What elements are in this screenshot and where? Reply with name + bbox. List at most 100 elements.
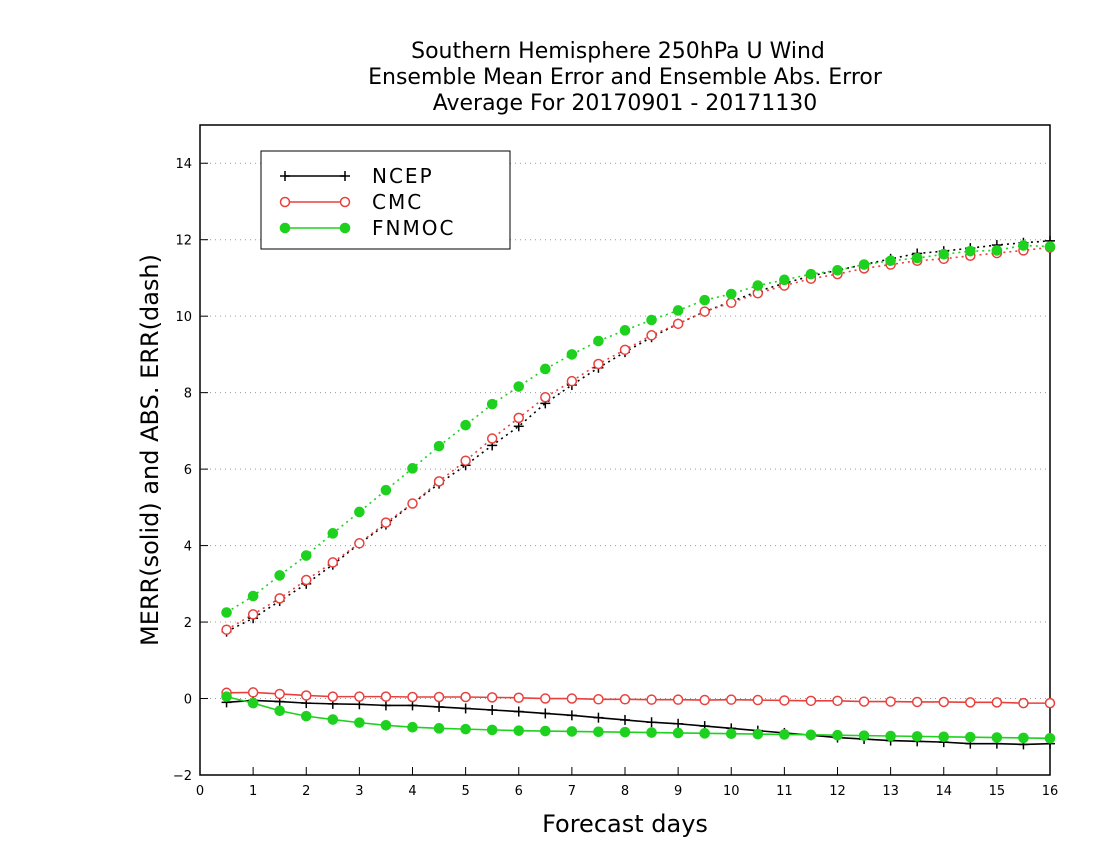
fnmoc-merr-point bbox=[805, 729, 817, 741]
chart-title: Southern Hemisphere 250hPa U Wind Ensemb… bbox=[368, 39, 883, 116]
fnmoc-legend-marker-right bbox=[339, 222, 351, 234]
fnmoc-merr-point bbox=[247, 697, 259, 709]
fnmoc-abs-err-point bbox=[1044, 241, 1056, 252]
fnmoc-merr-point bbox=[566, 726, 578, 737]
legend-box bbox=[260, 150, 511, 250]
ncep-legend-label: NCEP bbox=[372, 164, 434, 188]
cmc-merr-point bbox=[805, 695, 817, 707]
ncep-legend-marker-right bbox=[340, 171, 350, 181]
cmc-merr-point bbox=[593, 694, 604, 705]
cmc-merr-point bbox=[433, 691, 445, 703]
cmc-merr-point bbox=[513, 692, 524, 704]
cmc-merr-point bbox=[1044, 697, 1056, 709]
x-tick-label: 4 bbox=[408, 784, 416, 799]
y-tick-label: −2 bbox=[173, 769, 192, 784]
cmc-merr-point bbox=[858, 696, 870, 707]
x-tick-label: 10 bbox=[723, 784, 740, 799]
cmc-merr-point bbox=[672, 694, 684, 705]
cmc-merr-point bbox=[301, 690, 312, 701]
x-tick-label: 6 bbox=[515, 784, 523, 799]
ncep-merr-point bbox=[460, 703, 471, 714]
fnmoc-abs-err-line bbox=[226, 244, 1051, 614]
fnmoc-merr-point bbox=[407, 721, 418, 733]
cmc-merr-point bbox=[911, 696, 923, 708]
ncep-merr-point bbox=[513, 706, 524, 717]
x-tick-label: 13 bbox=[882, 784, 899, 799]
cmc-merr-line bbox=[226, 691, 1050, 704]
cmc-merr-point bbox=[486, 692, 498, 703]
cmc-abs-err-point bbox=[672, 318, 684, 330]
cmc-merr-point bbox=[540, 693, 551, 704]
x-tick-label: 5 bbox=[461, 784, 469, 799]
fnmoc-abs-err-point bbox=[885, 255, 896, 267]
fnmoc-merr-point bbox=[885, 730, 896, 742]
fnmoc-abs-err-point bbox=[805, 268, 817, 280]
fnmoc-abs-err-point bbox=[991, 245, 1003, 256]
fnmoc-merr-point bbox=[911, 731, 923, 742]
fnmoc-abs-err-point bbox=[247, 590, 259, 602]
ncep-merr-line bbox=[226, 699, 1051, 746]
series-layer bbox=[221, 235, 1056, 750]
x-tick-label: 12 bbox=[829, 784, 846, 799]
fnmoc-abs-err-point bbox=[619, 325, 631, 336]
fnmoc-merr-point bbox=[646, 727, 657, 738]
cmc-merr-point bbox=[407, 691, 418, 703]
fnmoc-merr-point bbox=[858, 730, 870, 741]
fnmoc-merr-point bbox=[832, 729, 843, 741]
fnmoc-merr-point bbox=[221, 691, 232, 702]
x-tick-label: 9 bbox=[674, 784, 682, 799]
cmc-merr-point bbox=[566, 693, 578, 704]
y-tick-label: 0 bbox=[184, 693, 192, 708]
ncep-merr-point bbox=[380, 700, 391, 711]
fnmoc-abs-err-point bbox=[699, 294, 710, 306]
y-tick-label: 8 bbox=[184, 387, 192, 402]
cmc-merr-point bbox=[965, 697, 976, 708]
fnmoc-abs-err-point bbox=[327, 528, 339, 539]
cmc-merr-point bbox=[646, 694, 657, 705]
fnmoc-abs-err-point bbox=[407, 463, 418, 474]
cmc-merr-point bbox=[699, 694, 710, 706]
fnmoc-merr-point bbox=[274, 705, 285, 717]
fnmoc-merr-point bbox=[433, 723, 445, 734]
ncep-merr-point bbox=[566, 710, 577, 721]
cmc-abs-err-point bbox=[619, 344, 631, 356]
cmc-abs-err-point bbox=[593, 358, 604, 370]
cmc-merr-point bbox=[327, 691, 339, 702]
fnmoc-merr-point bbox=[486, 724, 498, 736]
fnmoc-abs-err-point bbox=[486, 398, 498, 410]
cmc-merr-point bbox=[619, 694, 631, 705]
ncep-merr-point bbox=[673, 718, 684, 729]
cmc-merr-point bbox=[938, 696, 949, 708]
fnmoc-abs-err-point bbox=[300, 550, 312, 561]
fnmoc-merr-point bbox=[1018, 732, 1029, 744]
cmc-merr-point bbox=[885, 696, 896, 707]
fnmoc-abs-err-point bbox=[725, 288, 737, 300]
fnmoc-abs-err-point bbox=[858, 259, 870, 270]
fnmoc-abs-err-point bbox=[460, 419, 471, 431]
cmc-abs-err-point bbox=[407, 498, 418, 509]
cmc-merr-point bbox=[779, 695, 790, 706]
title-line-2: Ensemble Mean Error and Ensemble Abs. Er… bbox=[368, 65, 883, 90]
fnmoc-abs-err-point bbox=[938, 248, 950, 260]
fnmoc-merr-point bbox=[938, 731, 950, 743]
x-tick-label: 15 bbox=[989, 784, 1006, 799]
fnmoc-merr-line bbox=[226, 695, 1051, 740]
x-tick-label: 7 bbox=[568, 784, 576, 799]
ncep-abs-err-line bbox=[226, 240, 1051, 633]
x-tick-label: 14 bbox=[935, 784, 952, 799]
fnmoc-abs-err-point bbox=[672, 305, 684, 316]
fnmoc-merr-point bbox=[460, 723, 471, 735]
x-axis-label: Forecast days bbox=[542, 810, 708, 838]
cmc-legend-marker-left bbox=[279, 196, 291, 208]
fnmoc-merr-point bbox=[540, 725, 551, 737]
y-tick-label: 14 bbox=[175, 157, 192, 172]
x-tick-label: 16 bbox=[1042, 784, 1059, 799]
cmc-abs-err-point bbox=[460, 455, 471, 466]
fnmoc-abs-err-point bbox=[433, 440, 445, 452]
fnmoc-merr-point bbox=[513, 725, 525, 736]
y-tick-label: 2 bbox=[184, 616, 192, 631]
ncep-merr-point bbox=[646, 717, 657, 728]
cmc-merr-point bbox=[380, 691, 392, 702]
y-tick-label: 4 bbox=[184, 540, 192, 555]
